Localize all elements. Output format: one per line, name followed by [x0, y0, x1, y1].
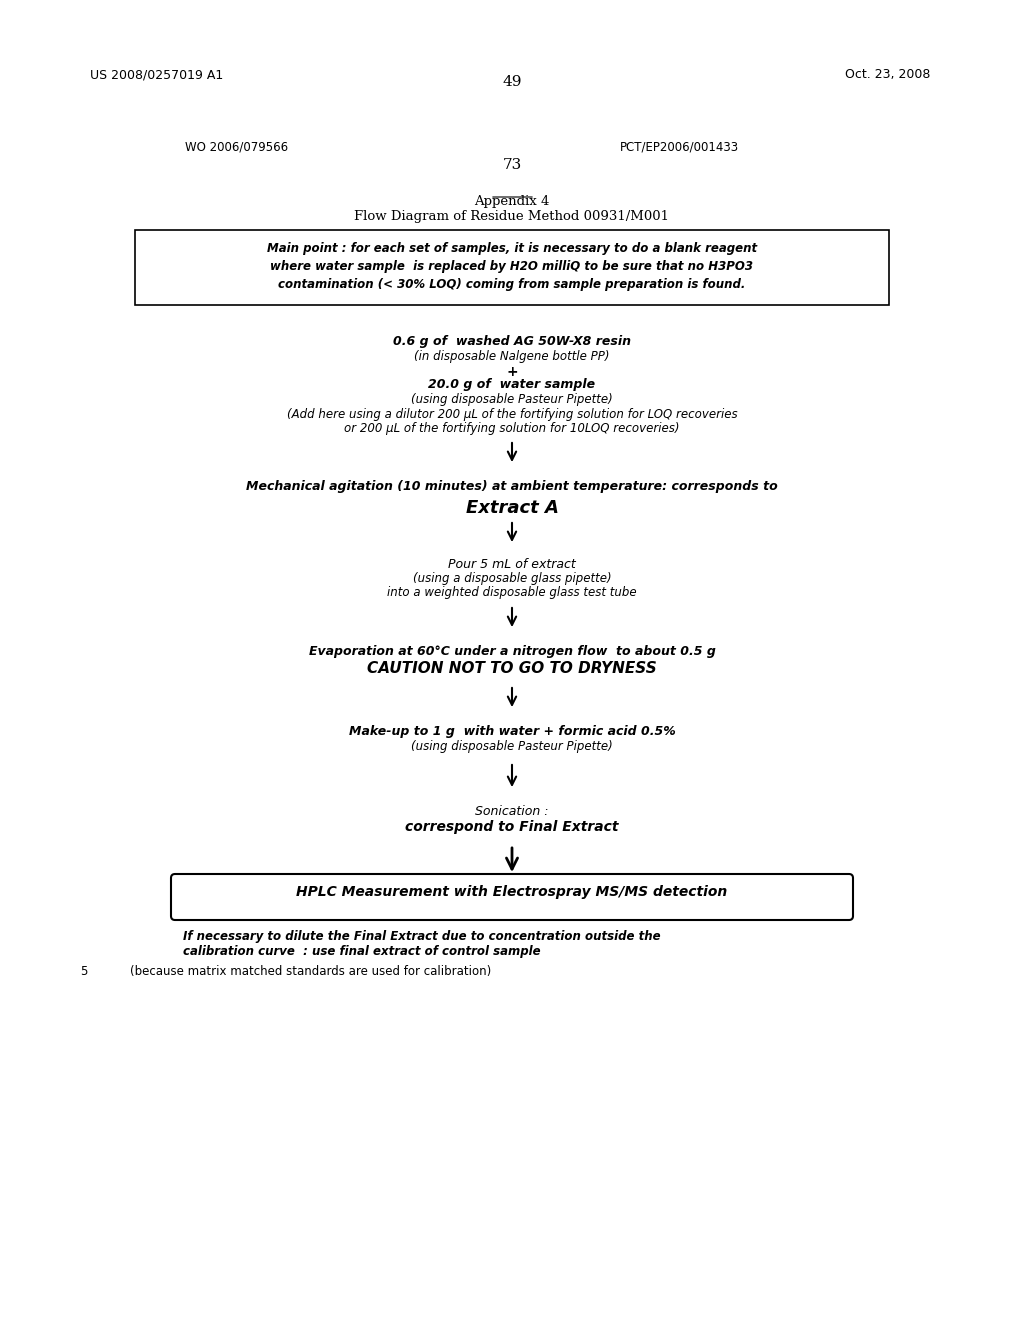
Text: Evaporation at 60°C under a nitrogen flow  to about 0.5 g: Evaporation at 60°C under a nitrogen flo… — [308, 645, 716, 657]
Text: Oct. 23, 2008: Oct. 23, 2008 — [845, 69, 930, 81]
Text: 49: 49 — [502, 75, 522, 88]
Text: calibration curve  : use final extract of control sample: calibration curve : use final extract of… — [183, 945, 541, 958]
Text: PCT/EP2006/001433: PCT/EP2006/001433 — [620, 140, 739, 153]
Text: (in disposable Nalgene bottle PP): (in disposable Nalgene bottle PP) — [415, 350, 609, 363]
Text: +: + — [506, 366, 518, 379]
Text: 0.6 g of  washed AG 50W-X8 resin: 0.6 g of washed AG 50W-X8 resin — [393, 335, 631, 348]
Text: (because matrix matched standards are used for calibration): (because matrix matched standards are us… — [130, 965, 492, 978]
Text: 20.0 g of  water sample: 20.0 g of water sample — [428, 378, 596, 391]
Text: 73: 73 — [503, 158, 521, 172]
Text: Make-up to 1 g  with water + formic acid 0.5%: Make-up to 1 g with water + formic acid … — [348, 725, 676, 738]
Text: 5: 5 — [80, 965, 87, 978]
Text: Flow Diagram of Residue Method 00931/M001: Flow Diagram of Residue Method 00931/M00… — [354, 210, 670, 223]
Text: Appendix 4: Appendix 4 — [474, 195, 550, 209]
Text: If necessary to dilute the Final Extract due to concentration outside the: If necessary to dilute the Final Extract… — [183, 931, 660, 942]
Text: Extract A: Extract A — [466, 499, 558, 517]
FancyBboxPatch shape — [171, 874, 853, 920]
Text: correspond to Final Extract: correspond to Final Extract — [406, 820, 618, 834]
Text: (using disposable Pasteur Pipette): (using disposable Pasteur Pipette) — [411, 741, 613, 752]
Text: WO 2006/079566: WO 2006/079566 — [185, 140, 288, 153]
Text: Mechanical agitation (10 minutes) at ambient temperature: corresponds to: Mechanical agitation (10 minutes) at amb… — [246, 480, 778, 492]
Text: Pour 5 mL of extract: Pour 5 mL of extract — [449, 558, 575, 572]
Text: (using disposable Pasteur Pipette): (using disposable Pasteur Pipette) — [411, 393, 613, 407]
Text: into a weighted disposable glass test tube: into a weighted disposable glass test tu… — [387, 586, 637, 599]
Text: HPLC Measurement with Electrospray MS/MS detection: HPLC Measurement with Electrospray MS/MS… — [296, 884, 728, 899]
Text: or 200 μL of the fortifying solution for 10LOQ recoveries): or 200 μL of the fortifying solution for… — [344, 422, 680, 436]
Text: (Add here using a dilutor 200 μL of the fortifying solution for LOQ recoveries: (Add here using a dilutor 200 μL of the … — [287, 408, 737, 421]
Text: Sonication :: Sonication : — [475, 805, 549, 818]
Text: Main point : for each set of samples, it is necessary to do a blank reagent
wher: Main point : for each set of samples, it… — [267, 242, 757, 290]
Text: US 2008/0257019 A1: US 2008/0257019 A1 — [90, 69, 223, 81]
Text: CAUTION NOT TO GO TO DRYNESS: CAUTION NOT TO GO TO DRYNESS — [368, 661, 656, 676]
FancyBboxPatch shape — [135, 230, 889, 305]
Text: (using a disposable glass pipette): (using a disposable glass pipette) — [413, 572, 611, 585]
